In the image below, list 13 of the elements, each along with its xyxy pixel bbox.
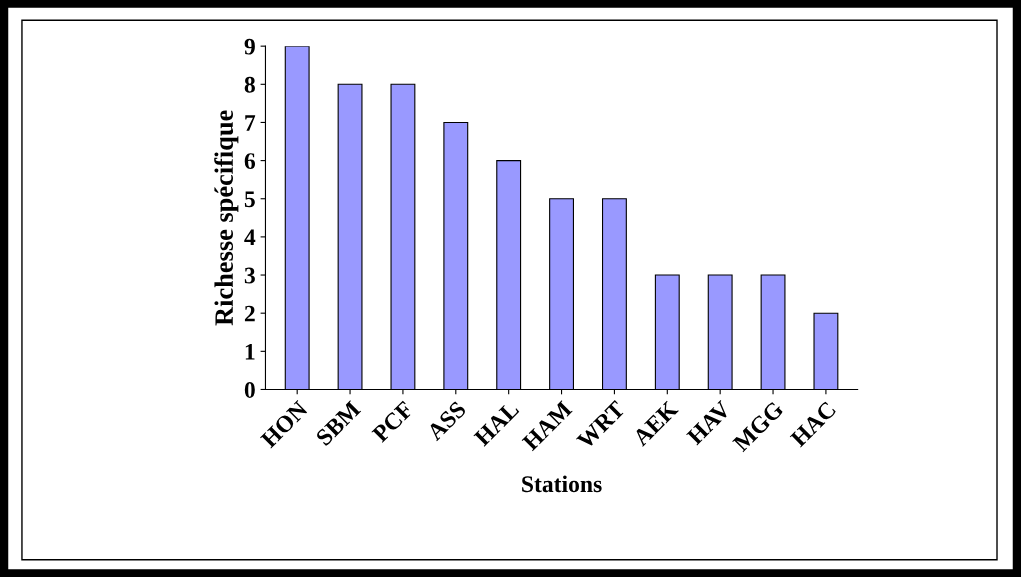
y-tick-label: 4 [244,229,256,246]
y-tick-label: 8 [244,76,255,93]
y-tick-label: 9 [244,38,255,55]
y-tick-label: 0 [244,381,255,398]
y-tick-label: 1 [245,343,255,360]
y-tick-label: 6 [244,153,256,170]
y-tick-label: 3 [244,267,255,284]
x-axis-title: Stations [522,475,602,493]
y-tick-label: 5 [244,191,255,208]
x-tick-label: ASS [425,400,467,442]
y-tick-label: 2 [244,305,255,322]
y-tick-label: 7 [245,115,256,131]
y-axis-title: Richesse spécifique [214,110,239,326]
